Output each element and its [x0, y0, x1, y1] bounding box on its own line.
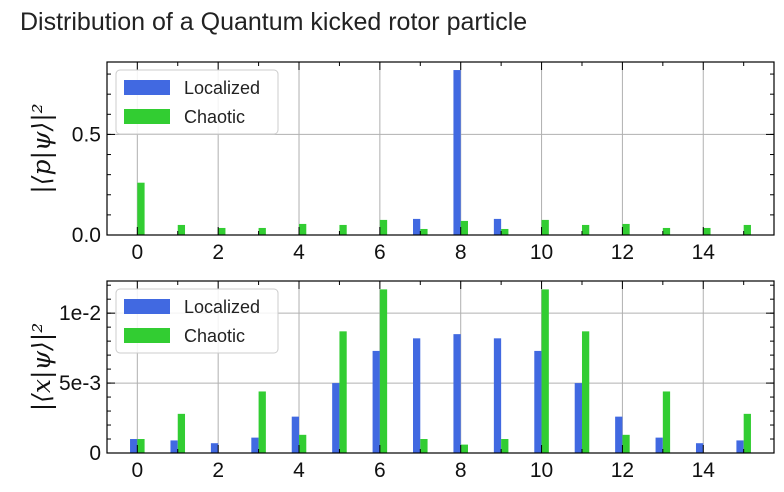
y-axis-label: |⟨x|ψ⟩|² [27, 323, 57, 412]
x-tick-label: 8 [455, 241, 467, 264]
legend-swatch [124, 328, 170, 343]
chaotic-bar [541, 219, 549, 235]
chaotic-bar [622, 223, 630, 235]
chaotic-bar [662, 227, 671, 235]
localized-bar [210, 443, 219, 453]
x-tick-label: 10 [530, 241, 553, 264]
chaotic-bar [460, 220, 468, 235]
x-tick-label: 14 [692, 241, 716, 264]
chaotic-bar [581, 224, 590, 235]
y-tick-label: 0 [89, 442, 101, 465]
localized-bar [453, 70, 461, 235]
localized-bar [534, 350, 542, 453]
localized-bar [251, 437, 259, 453]
chaotic-bar [177, 413, 186, 453]
localized-bar [574, 383, 582, 453]
localized-bar [615, 416, 623, 453]
chaotic-bar [581, 331, 590, 453]
localized-bar [453, 334, 461, 453]
x-tick-label: 4 [293, 241, 305, 264]
x-tick-label: 4 [293, 459, 305, 482]
chaotic-bar [339, 224, 347, 235]
chaotic-bar [743, 224, 751, 235]
chaotic-bar [420, 228, 428, 235]
legend-label: Localized [184, 297, 260, 317]
chaotic-bar [299, 434, 307, 453]
x-tick-label: 6 [374, 459, 386, 482]
x-tick-label: 6 [374, 241, 386, 264]
x-tick-label: 14 [692, 459, 716, 482]
chaotic-bar [501, 439, 509, 453]
y-tick-label: 0.0 [72, 224, 101, 247]
localized-bar [413, 338, 421, 453]
position-distribution-panel: 0 2 4 6 8 10 12 14 0 5e-3 1e-2|⟨x|ψ⟩|² Localized Cha… [27, 280, 775, 482]
figure-title: Distribution of a Quantum kicked rotor p… [20, 8, 527, 36]
chaotic-bar [501, 228, 509, 235]
chaotic-bar [177, 224, 186, 235]
x-tick-label: 2 [212, 459, 224, 482]
chaotic-bar [541, 289, 549, 453]
momentum-distribution-panel: 0 2 4 6 8 10 12 14 0.0 0.5 |⟨p|ψ⟩|² Localized Chaoti… [27, 61, 775, 264]
legend-label: Localized [184, 78, 260, 98]
x-tick-label: 8 [455, 459, 467, 482]
chaotic-bar [339, 331, 347, 453]
y-tick-label: 5e-3 [59, 372, 101, 395]
chaotic-bar [703, 227, 711, 235]
chaotic-bar [420, 439, 428, 453]
x-tick-label: 0 [131, 241, 143, 264]
chaotic-bar [258, 227, 266, 235]
legend-swatch [124, 80, 170, 95]
y-axis-label: |⟨p|ψ⟩|² [27, 103, 57, 193]
localized-bar [130, 439, 138, 453]
localized-bar [413, 218, 421, 235]
chaotic-bar [137, 182, 145, 235]
chaotic-bar [622, 434, 630, 453]
legend-label: Chaotic [184, 107, 245, 127]
localized-bar [736, 440, 744, 453]
chaotic-bar [379, 219, 388, 235]
plot-frame [106, 61, 775, 236]
chaotic-bar [743, 413, 751, 453]
x-tick-label: 10 [530, 459, 553, 482]
localized-bar [291, 416, 300, 453]
y-tick-label: 1e-2 [59, 302, 101, 325]
localized-bar [493, 218, 502, 235]
chaotic-bar [379, 289, 388, 453]
x-tick-label: 12 [611, 241, 634, 264]
chaotic-bar [137, 439, 145, 453]
chaotic-bar [662, 391, 671, 453]
chaotic-bar [299, 223, 307, 235]
localized-bar [493, 338, 502, 453]
chaotic-bar [258, 391, 266, 453]
localized-bar [372, 350, 380, 453]
localized-bar [655, 437, 663, 453]
localized-bar [695, 443, 704, 453]
y-tick-label: 0.5 [72, 123, 101, 146]
chaotic-bar [218, 227, 226, 235]
legend-label: Chaotic [184, 326, 245, 346]
legend-swatch [124, 109, 170, 124]
localized-bar [332, 383, 340, 453]
legend-swatch [124, 299, 170, 314]
x-tick-label: 2 [212, 241, 224, 264]
x-tick-label: 12 [611, 459, 634, 482]
chaotic-bar [460, 444, 468, 453]
plot-frame [106, 280, 775, 454]
x-tick-label: 0 [131, 459, 143, 482]
localized-bar [170, 440, 178, 453]
